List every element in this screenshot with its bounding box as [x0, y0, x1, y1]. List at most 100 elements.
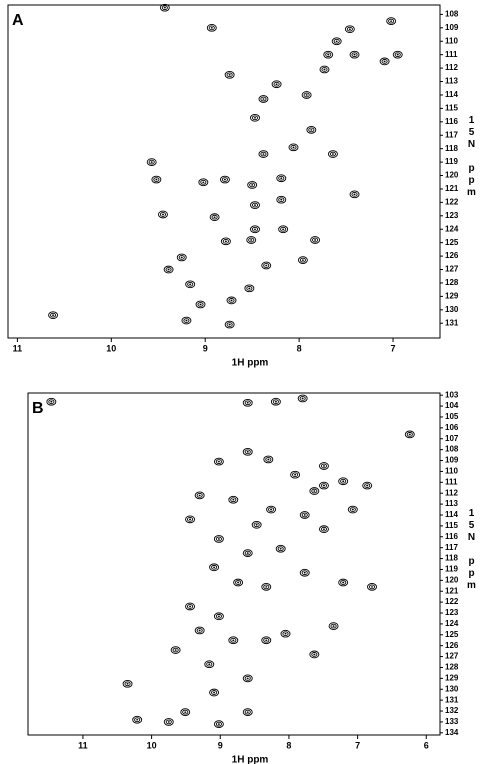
peak: [338, 477, 349, 486]
peak: [379, 57, 390, 66]
y-tick-label: 106: [445, 423, 459, 432]
peak-core: [213, 216, 216, 218]
peak: [392, 50, 403, 59]
peak-core: [250, 239, 253, 241]
peak-core: [224, 240, 227, 243]
peak-core: [232, 498, 235, 501]
peak-contour: [244, 709, 251, 715]
x-tick-label: 7: [391, 343, 396, 353]
peak-contour: [187, 516, 194, 522]
peak-contour: [321, 67, 328, 72]
peak-contour: [183, 318, 190, 323]
peak-contour: [344, 25, 355, 34]
peak-contour: [187, 604, 194, 609]
y-tick-label: 109: [445, 23, 459, 32]
peak: [213, 535, 224, 543]
peak-contour: [198, 178, 209, 187]
peak-contour: [299, 257, 306, 263]
peak: [242, 549, 253, 557]
peak: [146, 158, 157, 166]
peak-contour: [196, 493, 203, 498]
peak-core: [161, 213, 164, 216]
peak-core: [279, 547, 282, 550]
peak-contour: [197, 302, 204, 307]
peak-contour: [244, 676, 251, 681]
peak-contour: [235, 580, 242, 585]
x-tick-label: 10: [147, 740, 157, 750]
peak-contour: [301, 91, 312, 99]
peak-core: [322, 484, 325, 487]
y-tick-label: 112: [445, 63, 458, 72]
y-tick-label: 126: [445, 641, 459, 650]
peak-contour: [248, 237, 255, 243]
y-tick-label: 125: [445, 238, 459, 247]
peak-core: [213, 566, 216, 569]
x-tick-label: 6: [424, 740, 429, 750]
peak: [275, 544, 286, 553]
peak-contour: [299, 396, 306, 401]
peak-contour: [224, 70, 235, 79]
peak-contour: [276, 195, 287, 204]
peak: [185, 515, 196, 524]
peak-contour: [325, 52, 332, 58]
peak-core: [180, 256, 183, 259]
peak-contour: [211, 564, 218, 570]
peak-contour: [213, 612, 224, 621]
peak-core: [267, 458, 270, 461]
peak-core: [335, 40, 338, 43]
plot-frame: [27, 392, 441, 736]
y-tick-label: 127: [445, 265, 459, 274]
peak-contour: [309, 487, 320, 495]
peak-contour: [172, 647, 179, 653]
y-tick-label: 108: [445, 10, 459, 19]
y-tick-label: 113: [445, 499, 458, 508]
peak: [263, 455, 274, 464]
peak-contour: [165, 267, 172, 272]
peak-contour: [265, 457, 272, 462]
y-tick-label: 113: [445, 77, 458, 86]
peak: [213, 457, 224, 466]
peak-core: [314, 239, 317, 241]
peak: [270, 397, 281, 406]
peak-contour: [208, 25, 215, 31]
peak-core: [223, 178, 226, 181]
peak-contour: [312, 237, 319, 243]
peak: [224, 70, 235, 79]
peak: [250, 113, 260, 122]
peak-contour: [233, 578, 244, 587]
peak: [280, 629, 291, 638]
peak-contour: [185, 280, 196, 289]
peak-contour: [258, 150, 269, 158]
y-tick-label: 131: [445, 318, 459, 327]
peak: [181, 316, 192, 325]
peak-contour: [222, 238, 229, 244]
peak-contour: [215, 536, 222, 542]
peak-core: [189, 605, 192, 608]
peak-core: [371, 586, 374, 588]
peak-contour: [290, 470, 301, 479]
peak: [228, 636, 239, 645]
peak-contour: [215, 613, 222, 619]
peak-contour: [297, 394, 308, 403]
peak-contour: [146, 158, 157, 166]
y-tick-label: 114: [445, 510, 458, 519]
y-tick-label: 110: [445, 36, 458, 45]
peak-contour: [211, 214, 218, 220]
peak-contour: [379, 57, 390, 66]
peak-contour: [242, 398, 253, 407]
y-tick-label: 103: [445, 390, 459, 399]
peak-contour: [215, 721, 222, 727]
peak: [319, 65, 330, 74]
y-tick-label: 116: [445, 532, 458, 541]
peak: [224, 320, 235, 329]
peak-contour: [50, 312, 57, 318]
y-tick-label: 131: [445, 695, 459, 704]
x-tick-label: 8: [297, 343, 302, 353]
peak-contour: [181, 316, 192, 325]
y-tick-label: 130: [445, 305, 459, 314]
peak: [158, 210, 168, 219]
peak-contour: [338, 578, 349, 587]
peak: [195, 300, 206, 309]
peak-contour: [158, 210, 168, 219]
